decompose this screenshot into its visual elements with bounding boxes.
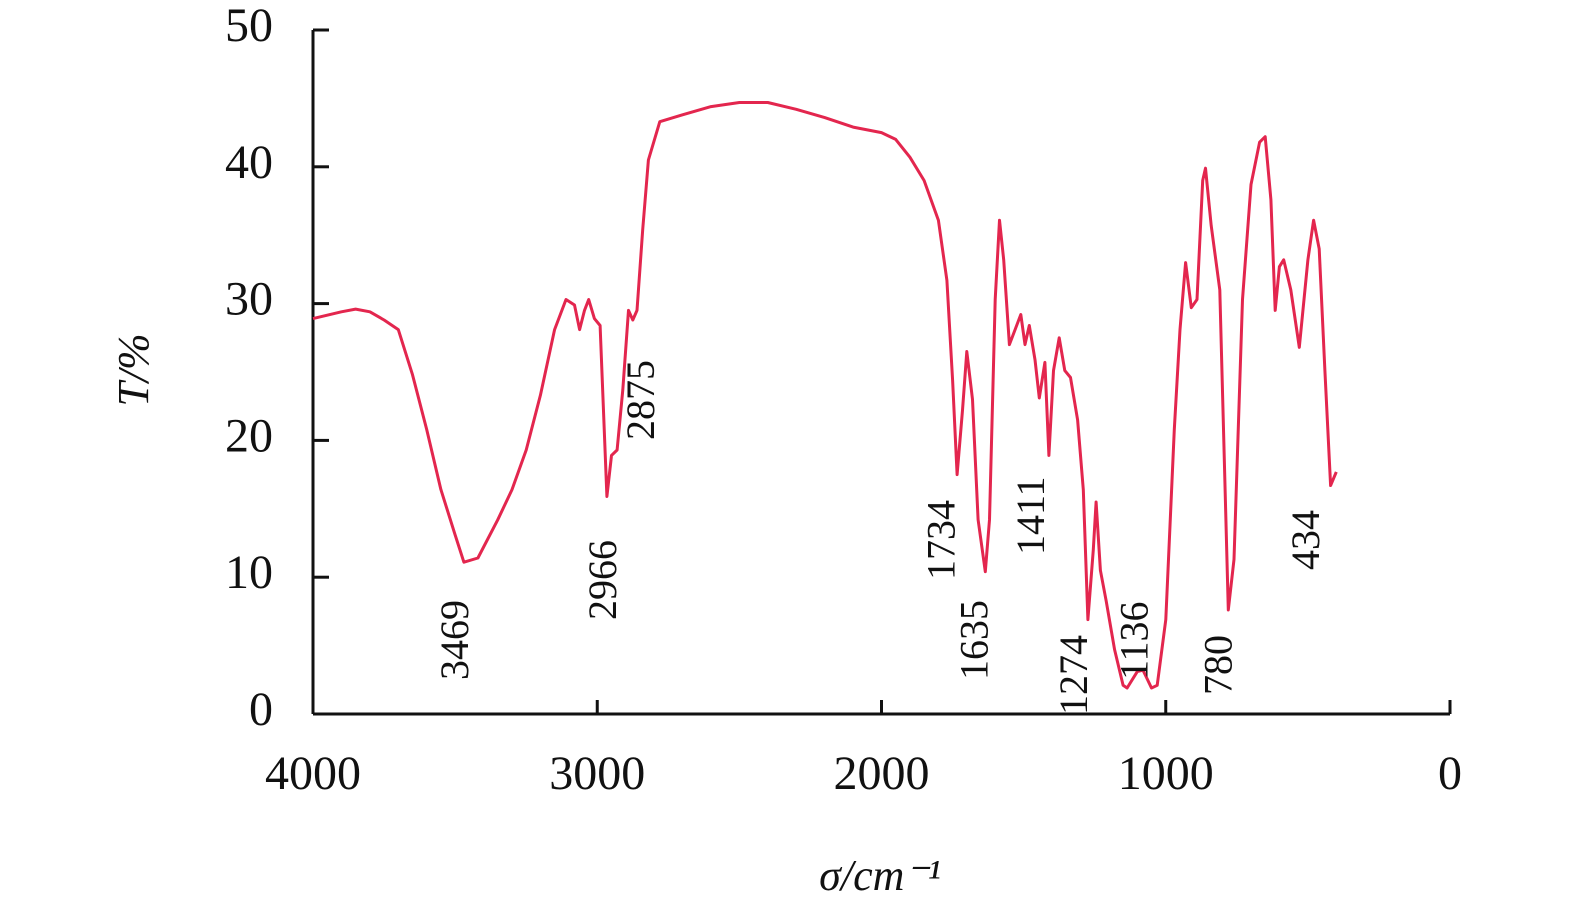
x-tick-label: 0: [1438, 747, 1462, 800]
peak-label: 1734: [918, 500, 963, 580]
peak-label: 2966: [580, 540, 625, 620]
y-tick-label: 50: [225, 0, 273, 52]
x-tick-label: 3000: [549, 747, 645, 800]
x-axis-label: σ/cm⁻¹: [819, 851, 941, 900]
peak-label: 434: [1283, 510, 1328, 570]
y-tick-label: 20: [225, 409, 273, 462]
x-tick-label: 4000: [265, 747, 361, 800]
y-tick-label: 30: [225, 273, 273, 326]
y-tick-label: 0: [249, 683, 273, 736]
spectrum-line: [312, 101, 1338, 690]
peak-label: 1136: [1111, 601, 1156, 680]
y-axis-label: T/%: [109, 333, 158, 406]
x-tick-label: 1000: [1118, 747, 1214, 800]
peak-label: 2875: [618, 360, 663, 440]
y-tick-label: 10: [225, 546, 273, 599]
peak-label: 1411: [1008, 476, 1053, 555]
y-tick-label: 40: [225, 136, 273, 189]
peak-label: 1635: [951, 600, 996, 680]
peak-label: 780: [1195, 635, 1240, 695]
x-tick-label: 2000: [834, 747, 930, 800]
peak-label: 3469: [432, 600, 477, 680]
peak-label: 1274: [1051, 635, 1096, 715]
